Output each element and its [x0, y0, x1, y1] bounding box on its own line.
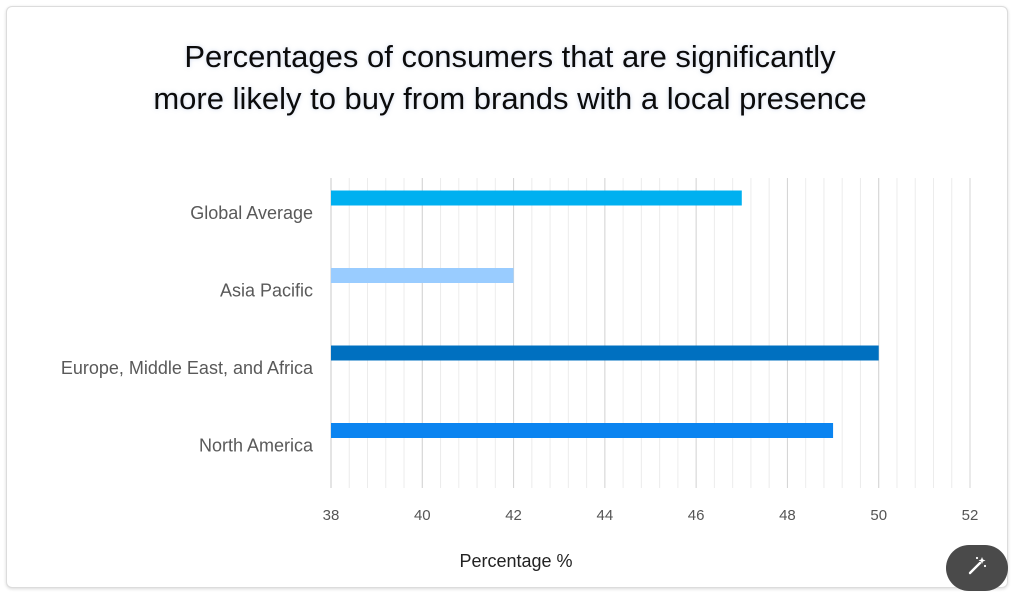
- magic-wand-icon: [965, 554, 989, 583]
- bar-3: [331, 423, 834, 438]
- x-tick-label: 40: [414, 507, 431, 524]
- x-tick-label: 48: [779, 507, 796, 524]
- chart-title-line-1: Percentages of consumers that are signif…: [184, 39, 836, 74]
- bar-1: [331, 268, 514, 283]
- x-tick-label: 42: [505, 507, 522, 524]
- chart-card: [6, 6, 1008, 588]
- x-tick-label: 52: [962, 507, 979, 524]
- category-label: Global Average: [190, 203, 313, 223]
- category-label: Asia Pacific: [220, 281, 313, 301]
- bar-2: [331, 345, 879, 361]
- x-tick-label: 50: [870, 507, 887, 524]
- x-axis-title: Percentage %: [459, 551, 572, 571]
- x-tick-label: 44: [597, 507, 614, 524]
- magic-wand-button[interactable]: [946, 545, 1008, 591]
- category-label: North America: [199, 436, 314, 456]
- chart-title: Percentages of consumers that are signif…: [0, 36, 1020, 120]
- x-tick-label: 46: [688, 507, 705, 524]
- chart-title-line-2: more likely to buy from brands with a lo…: [153, 81, 867, 116]
- category-label: Europe, Middle East, and Africa: [61, 358, 314, 378]
- bar-0: [331, 190, 742, 206]
- x-tick-label: 38: [323, 507, 340, 524]
